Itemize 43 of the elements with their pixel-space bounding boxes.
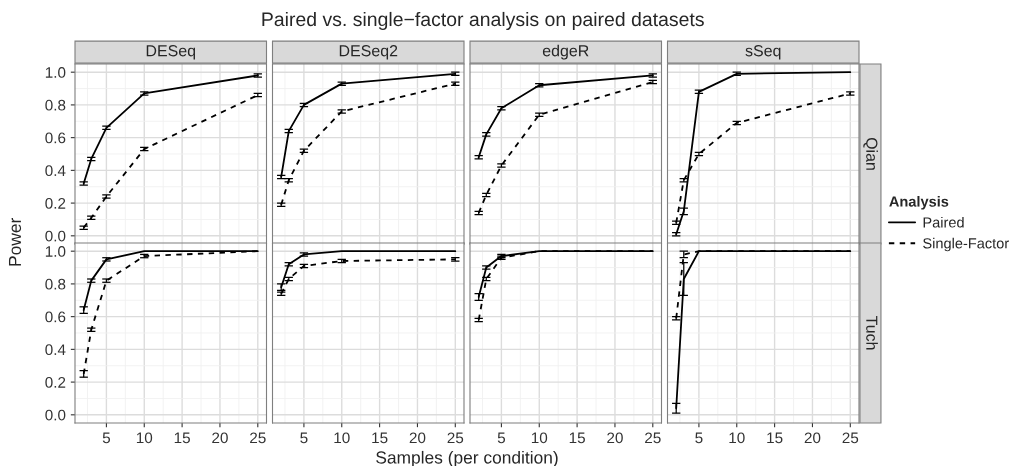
text: Paired vs. single−factor analysis on paired datasets [262,11,704,31]
chart-title: DESeq2 [339,45,398,60]
x-tick-label: 10 [729,432,745,444]
y-tick-label: 0.8 [45,278,66,290]
y-tick-label: 0.6 [45,132,66,144]
chart-title: sSeq [745,45,781,60]
x-tick-label: 15 [174,432,190,444]
x-tick-label: 20 [804,432,821,444]
y-tick-label: 0.0 [45,409,66,421]
x-tick-label: 15 [767,432,783,444]
x-tick-label: 5 [695,432,703,444]
y-tick-label: 0.2 [45,376,66,388]
y-tick-label: 1.0 [45,67,66,78]
x-tick-label: 20 [212,432,228,444]
y-tick-label: 1.0 [45,246,66,257]
legend-label: Single-Factor [923,237,1009,252]
x-tick-label: 10 [136,432,153,444]
x-tick-label: 15 [569,432,585,444]
x-tick-label: 10 [334,432,350,444]
y-tick-label: 0.8 [45,99,66,111]
x-tick-label: 10 [531,432,548,444]
x-tick-label: 25 [645,432,661,444]
x-tick-label: 5 [497,432,506,444]
x-tick-label: 15 [372,432,388,444]
y2-axis-title: Qian [863,137,878,170]
x-tick-label: 25 [250,432,266,444]
x-tick-label: 20 [607,432,623,444]
y-tick-label: 0.2 [45,197,66,209]
x-tick-label: 25 [842,432,859,444]
y-tick-label: 0.4 [45,165,66,177]
y-tick-label: 0.0 [45,230,66,242]
y2-axis-title: Tuch [866,315,878,350]
y-tick-label: 0.4 [45,344,66,356]
y-tick-label: 0.6 [45,311,66,323]
x-tick-label: 25 [447,432,464,444]
legend-title: Analysis [889,196,949,210]
legend-label: Paired [923,216,964,228]
x-tick-label: 5 [102,432,111,444]
chart-title: DESeq [146,45,196,60]
chart-title: edgeR [542,44,589,60]
x-tick-label: 5 [300,432,308,444]
y-axis-title: Power [8,218,22,266]
x-tick-label: 20 [409,432,426,444]
